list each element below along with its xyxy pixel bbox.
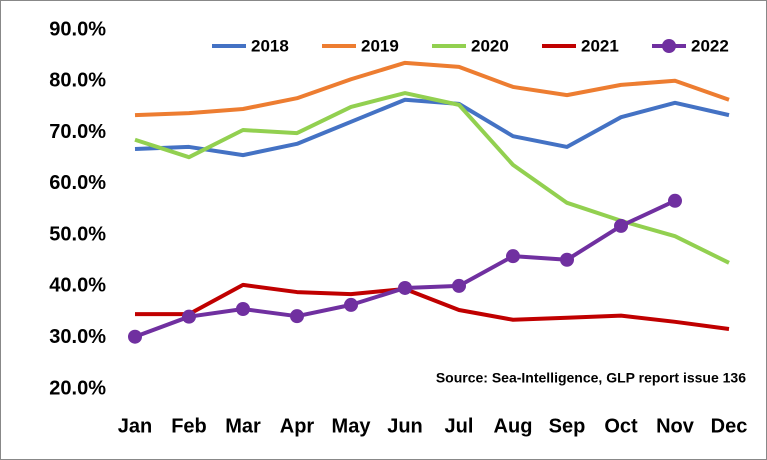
- point-marker: [344, 297, 358, 312]
- y-tick-label: 50.0%: [49, 223, 106, 245]
- legend-label: 2018: [251, 36, 289, 55]
- series-line: [134, 60, 730, 118]
- legend-label: 2021: [581, 36, 619, 55]
- y-tick-label: 70.0%: [49, 121, 106, 143]
- point-marker: [182, 309, 196, 324]
- y-tick-label: 30.0%: [49, 326, 106, 348]
- legend-label: 2019: [361, 36, 399, 55]
- x-tick-label: Apr: [280, 415, 315, 437]
- point-marker: [506, 249, 520, 264]
- y-tick-label: 80.0%: [49, 70, 106, 92]
- x-tick-label: Mar: [225, 415, 261, 437]
- x-tick-label: May: [332, 415, 372, 437]
- x-tick-label: Feb: [171, 415, 207, 437]
- point-marker: [560, 252, 574, 267]
- point-marker: [128, 329, 142, 344]
- x-tick-label: Dec: [711, 415, 748, 437]
- x-tick-label: Aug: [494, 415, 533, 437]
- x-tick-label: Nov: [656, 415, 695, 437]
- point-marker: [614, 218, 628, 233]
- x-tick-label: Oct: [604, 415, 638, 437]
- legend-label: 2020: [471, 36, 509, 55]
- y-tick-label: 60.0%: [49, 172, 106, 194]
- series-line: [134, 97, 730, 158]
- y-tick-label: 40.0%: [49, 275, 106, 297]
- x-tick-label: Sep: [549, 415, 586, 437]
- y-tick-label: 20.0%: [49, 377, 106, 399]
- point-marker: [290, 309, 304, 324]
- point-marker: [668, 193, 682, 208]
- point-marker: [398, 280, 412, 295]
- series-line: [135, 282, 730, 331]
- point-marker: [452, 278, 466, 293]
- x-tick-label: Jan: [118, 415, 152, 437]
- x-tick-label: Jun: [387, 415, 423, 437]
- x-tick-label: Jul: [445, 415, 474, 437]
- legend-marker: [662, 39, 676, 53]
- legend-label: 2022: [691, 36, 729, 55]
- source-note: Source: Sea-Intelligence, GLP report iss…: [436, 370, 746, 386]
- point-marker: [236, 301, 250, 316]
- y-tick-label: 90.0%: [49, 18, 106, 40]
